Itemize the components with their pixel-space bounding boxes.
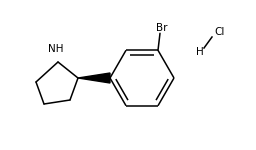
Text: Cl: Cl	[215, 27, 225, 37]
Text: NH: NH	[48, 44, 64, 54]
Text: Br: Br	[156, 23, 168, 33]
Text: H: H	[196, 47, 204, 57]
Polygon shape	[78, 73, 110, 83]
